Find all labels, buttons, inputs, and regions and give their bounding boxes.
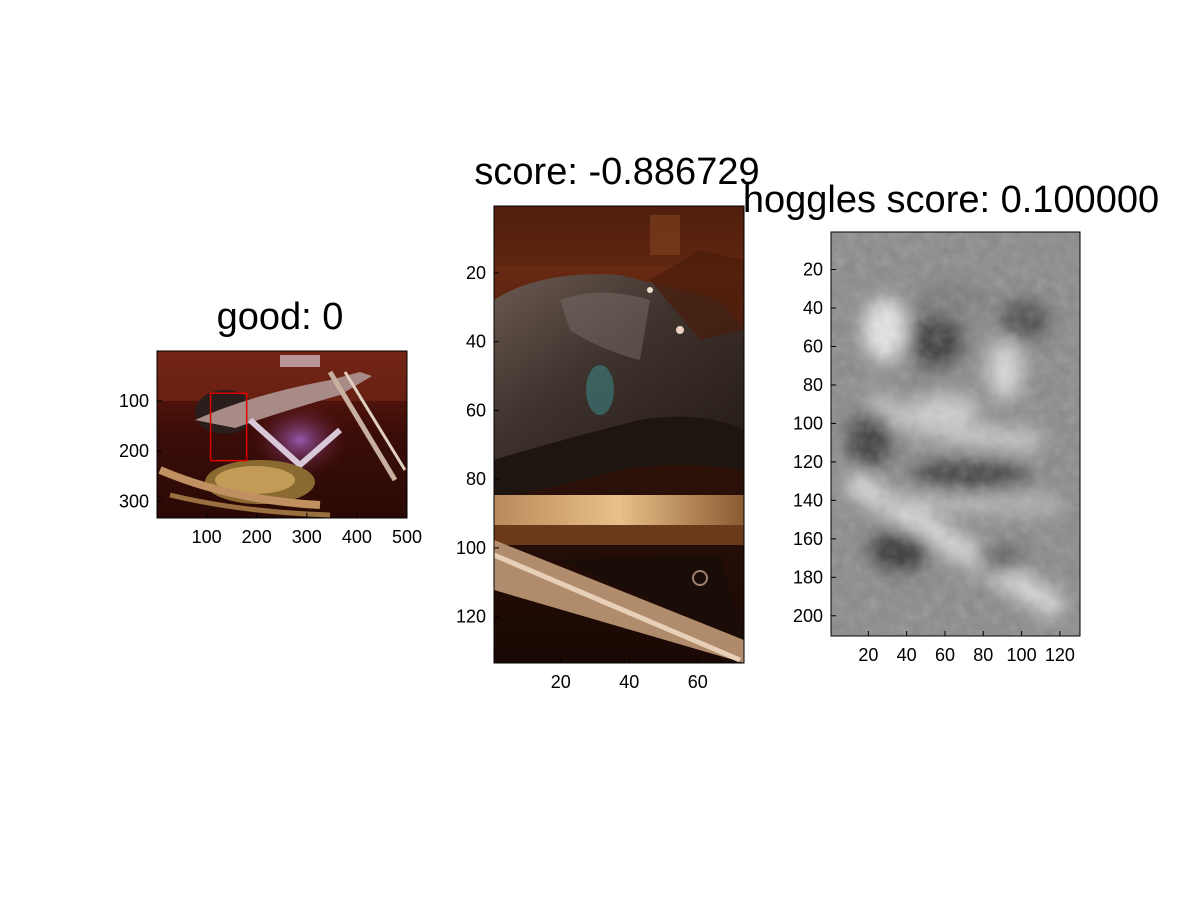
panel-score-yticks: 20 40 60 80 100 120	[456, 263, 499, 627]
panel-hoggles-axes	[830, 231, 1081, 637]
y-tick-label: 60	[466, 400, 486, 420]
hog-visualization-image	[831, 232, 1080, 636]
x-tick-label: 300	[292, 527, 322, 547]
x-tick-label: 40	[619, 672, 639, 692]
y-tick-label: 160	[793, 529, 823, 549]
panel-score: score: -0.886729 20 40 60 20 40 60 80 100 120	[456, 151, 760, 692]
panel-hoggles-xticks: 20 40 60 80 100 120	[858, 631, 1075, 665]
x-tick-label: 400	[342, 527, 372, 547]
panel-score-axes	[493, 205, 745, 664]
y-tick-label: 200	[793, 606, 823, 626]
panel-good-title: good: 0	[217, 296, 344, 338]
motorcycle-image	[157, 351, 407, 518]
y-tick-label: 100	[119, 391, 149, 411]
x-tick-label: 20	[858, 645, 878, 665]
x-tick-label: 40	[897, 645, 917, 665]
panel-good-yticks: 100 200 300	[119, 391, 162, 511]
x-tick-label: 120	[1045, 645, 1075, 665]
x-tick-label: 500	[392, 527, 422, 547]
x-tick-label: 80	[973, 645, 993, 665]
x-tick-label: 20	[551, 672, 571, 692]
y-tick-label: 100	[456, 538, 486, 558]
panel-good-xticks: 100 200 300 400 500	[192, 513, 422, 547]
y-tick-label: 60	[803, 336, 823, 356]
x-tick-label: 200	[242, 527, 272, 547]
panel-score-xticks: 20 40 60	[551, 658, 708, 692]
y-tick-label: 120	[793, 452, 823, 472]
bounding-box	[209, 392, 248, 462]
y-tick-label: 40	[466, 332, 486, 352]
panel-hoggles-title: hoggles score: 0.100000	[743, 179, 1159, 221]
panel-hoggles: hoggles score: 0.100000 20 40 60 80 100 1	[743, 179, 1159, 665]
panel-hoggles-yticks: 20 40 60 80 100 120 140 160 180 200	[793, 260, 836, 626]
y-tick-label: 40	[803, 298, 823, 318]
y-tick-label: 80	[466, 469, 486, 489]
x-tick-label: 60	[935, 645, 955, 665]
x-tick-label: 60	[688, 672, 708, 692]
x-tick-label: 100	[192, 527, 222, 547]
y-tick-label: 20	[466, 263, 486, 283]
y-tick-label: 80	[803, 375, 823, 395]
y-tick-label: 140	[793, 490, 823, 510]
panel-good: good: 0 100 200 300 400 500 100 200 300	[119, 296, 422, 547]
panel-score-title: score: -0.886729	[474, 151, 759, 193]
y-tick-label: 100	[793, 413, 823, 433]
y-tick-label: 180	[793, 567, 823, 587]
y-tick-label: 20	[803, 260, 823, 280]
seat-crop-image	[494, 206, 744, 663]
y-tick-label: 120	[456, 607, 486, 627]
x-tick-label: 100	[1007, 645, 1037, 665]
y-tick-label: 300	[119, 491, 149, 511]
y-tick-label: 200	[119, 441, 149, 461]
panel-good-axes	[156, 350, 408, 519]
